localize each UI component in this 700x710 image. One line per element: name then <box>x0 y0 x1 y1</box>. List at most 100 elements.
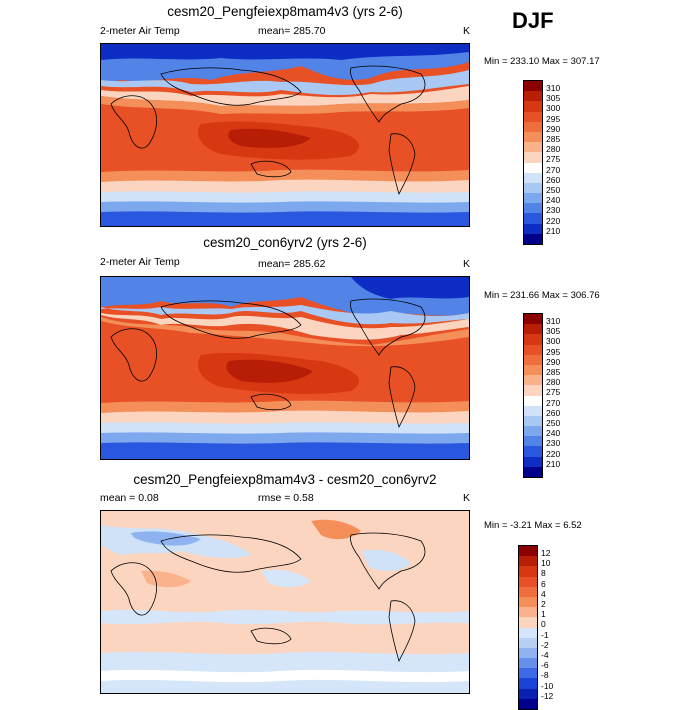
colorbar-tick-label: 210 <box>546 225 561 236</box>
colorbar-swatch <box>524 334 542 345</box>
colorbar-swatch <box>524 456 542 467</box>
colorbar-swatch <box>519 566 537 577</box>
colorbar-tick-label: 260 <box>546 407 561 418</box>
colorbar-swatch <box>524 233 542 244</box>
colorbar-swatch <box>524 415 542 427</box>
panel1-mean-label: mean= 285.70 <box>258 25 326 37</box>
panel3-units-label: K <box>463 492 471 504</box>
colorbar-swatch <box>519 668 537 679</box>
colorbar-swatch <box>519 576 537 587</box>
colorbar-swatch <box>524 364 542 376</box>
colorbar-tick-label: 12 <box>541 548 551 558</box>
colorbar-swatch <box>524 142 542 153</box>
colorbar-tick-label: 270 <box>546 397 561 408</box>
panel2-minmax: Min = 231.66 Max = 306.76 <box>484 290 600 301</box>
colorbar-tick-label: 4 <box>541 588 546 599</box>
colorbar-swatch <box>524 172 542 183</box>
panel2-variable-label: 2-meter Air Temp <box>100 256 180 268</box>
panel3-mean-label: mean = 0.08 <box>100 492 159 504</box>
colorbar-tick-label: 220 <box>546 215 561 226</box>
colorbar-tick-label: 0 <box>541 619 546 630</box>
colorbar-tick-label: -1 <box>541 629 549 640</box>
colorbar-tick-label: 250 <box>546 418 561 429</box>
colorbar-swatch <box>519 637 537 648</box>
colorbar-swatch <box>524 466 542 477</box>
colorbar-tick-label: 300 <box>546 103 561 114</box>
panel3-minmax: Min = -3.21 Max = 6.52 <box>484 520 582 531</box>
colorbar-tick-label: -10 <box>541 680 554 691</box>
colorbar-swatch <box>519 698 537 709</box>
colorbar-tick-label: 240 <box>546 195 561 206</box>
panel1-colorbar-labels: 310 305 300 295 290 285 280 275 270 260 250 240 230 2… <box>546 83 560 236</box>
colorbar-swatch <box>524 91 542 102</box>
colorbar-swatch <box>519 617 537 628</box>
panel2-map <box>100 276 470 460</box>
colorbar-tick-label: 295 <box>546 113 561 124</box>
colorbar-tick-label: 6 <box>541 578 546 589</box>
colorbar-tick-label: 305 <box>546 93 561 104</box>
colorbar-tick-label: 285 <box>546 367 561 378</box>
colorbar-swatch <box>524 426 542 437</box>
colorbar-swatch <box>524 81 542 92</box>
colorbar-tick-label: 250 <box>546 185 561 196</box>
colorbar-swatch <box>519 607 537 618</box>
colorbar-tick-label: 310 <box>546 83 561 93</box>
colorbar-swatch <box>524 101 542 112</box>
season-label: DJF <box>512 8 554 33</box>
colorbar-tick-label: 220 <box>546 448 561 459</box>
colorbar-swatch <box>524 213 542 224</box>
colorbar-tick-label: 1 <box>541 609 546 620</box>
colorbar-swatch <box>524 446 542 457</box>
colorbar-swatch <box>524 405 542 416</box>
colorbar-swatch <box>519 647 537 659</box>
colorbar-swatch <box>524 314 542 325</box>
colorbar-tick-label: 290 <box>546 356 561 367</box>
colorbar-swatch <box>524 162 542 173</box>
colorbar-tick-label: 230 <box>546 205 561 216</box>
colorbar-tick-label: 295 <box>546 346 561 357</box>
panel1-variable-label: 2-meter Air Temp <box>100 25 180 37</box>
colorbar-tick-label: 285 <box>546 134 561 145</box>
panel3-title: cesm20_Pengfeiexp8mam4v3 - cesm20_con6yr… <box>133 472 437 487</box>
panel2-title: cesm20_con6yrv2 (yrs 2-6) <box>203 235 367 250</box>
colorbar-tick-label: -4 <box>541 650 549 661</box>
colorbar-swatch <box>519 586 537 597</box>
colorbar-swatch <box>524 193 542 204</box>
panel1-minmax: Min = 233.10 Max = 307.17 <box>484 56 600 67</box>
colorbar-tick-label: -6 <box>541 660 549 671</box>
colorbar-swatch <box>519 678 537 689</box>
panel3-colorbar-labels: 12 10 8 6 4 2 1 0 -1 -2 -4 -6 -8 -10 -12 <box>541 548 553 701</box>
panel1-units-label: K <box>463 25 471 37</box>
panel3-map <box>100 510 470 694</box>
panel1-map <box>100 43 470 227</box>
panel3-rmse-label: rmse = 0.58 <box>258 492 314 504</box>
colorbar-swatch <box>524 203 542 214</box>
colorbar-tick-label: 230 <box>546 438 561 449</box>
colorbar-swatch <box>524 436 542 447</box>
colorbar-swatch <box>524 182 542 194</box>
colorbar-tick-label: 270 <box>546 164 561 175</box>
colorbar-tick-label: 260 <box>546 174 561 185</box>
panel1-title: cesm20_Pengfeiexp8mam4v3 (yrs 2-6) <box>167 4 403 19</box>
colorbar-swatch <box>519 658 537 669</box>
colorbar-tick-label: -8 <box>541 670 549 681</box>
colorbar-swatch <box>524 385 542 396</box>
colorbar-swatch <box>519 546 537 557</box>
colorbar-tick-label: 290 <box>546 123 561 134</box>
colorbar-tick-label: 300 <box>546 336 561 347</box>
colorbar-tick-label: 280 <box>546 144 561 155</box>
panel2-units-label: K <box>463 258 471 270</box>
colorbar-swatch <box>524 131 542 143</box>
panel3-colorbar <box>518 545 538 710</box>
colorbar-tick-label: 10 <box>541 558 551 569</box>
colorbar-swatch <box>524 395 542 406</box>
colorbar-swatch <box>524 111 542 122</box>
colorbar-swatch <box>519 556 537 567</box>
colorbar-tick-label: 2 <box>541 599 546 610</box>
panel2-colorbar-labels: 310 305 300 295 290 285 280 275 270 260 250 240 230 2… <box>546 316 560 469</box>
colorbar-swatch <box>524 223 542 234</box>
colorbar-swatch <box>524 324 542 335</box>
colorbar-tick-label: -2 <box>541 639 549 650</box>
panel2-mean-label: mean= 285.62 <box>258 258 326 270</box>
colorbar-swatch <box>524 375 542 386</box>
